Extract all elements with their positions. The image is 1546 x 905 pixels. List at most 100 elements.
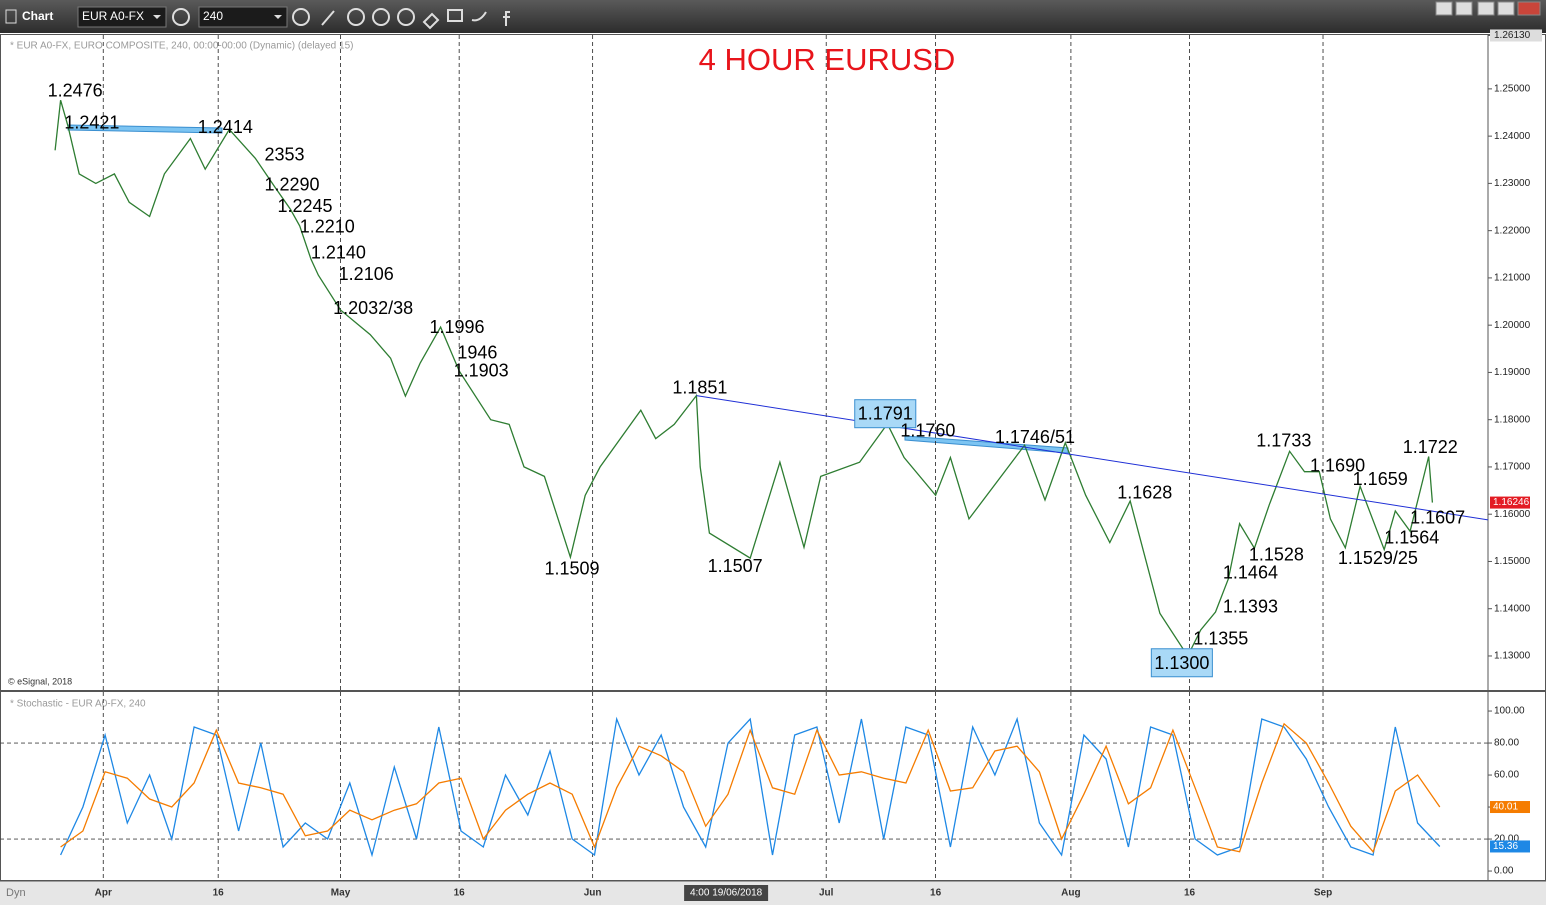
price-annotation: 1.1733 (1256, 431, 1311, 451)
price-annotation: 1.1355 (1193, 629, 1248, 649)
copy-button[interactable] (1455, 1, 1473, 16)
y-tick-label: 1.22000 (1494, 225, 1531, 236)
x-tick-label: May (331, 888, 351, 899)
y-tick-label: 100.00 (1494, 706, 1525, 717)
settings-icon[interactable] (172, 8, 190, 26)
chart-title: 4 HOUR EURUSD (699, 42, 956, 77)
price-annotation: 1.1791 (858, 404, 913, 424)
last-value-tag (1490, 801, 1530, 814)
crosshair-box (684, 885, 769, 901)
price-annotation: 1.1607 (1410, 508, 1465, 528)
y-tick-label: 1.13000 (1494, 651, 1531, 662)
price-header: * EUR A0-FX, EURO COMPOSITE, 240, 00:00-… (10, 41, 353, 52)
series-line (60, 716, 1441, 858)
y-tick-label: 1.24000 (1494, 131, 1531, 142)
price-annotation: 1.2106 (339, 264, 394, 284)
price-annotation: 1.2032/38 (333, 298, 413, 318)
interval[interactable]: 240 (203, 9, 223, 23)
x-tick-label: Jun (584, 888, 602, 899)
x-tick-label: Sep (1314, 888, 1332, 899)
price-annotation: 1.1393 (1223, 597, 1278, 617)
close-button[interactable] (1517, 1, 1541, 16)
chart-icon (5, 9, 17, 24)
price-annotation: 1.2245 (278, 196, 333, 216)
maximize-button[interactable] (1497, 1, 1515, 16)
price-annotation: 1.2414 (198, 117, 253, 137)
tool-icons[interactable] (321, 8, 510, 30)
stochastic-header: * Stochastic - EUR A0-FX, 240 (10, 699, 146, 710)
price-annotation: 1.1528 (1249, 545, 1304, 565)
x-tick-label: 16 (454, 888, 466, 899)
price-annotation: 1.1659 (1353, 469, 1408, 489)
twitter-icon[interactable] (471, 11, 487, 22)
y-tick-label: 1.17000 (1494, 462, 1531, 473)
y-tick-label: 1.19000 (1494, 367, 1531, 378)
price-annotation: 1.1851 (672, 378, 727, 398)
y-tick-label: 0.00 (1494, 866, 1514, 877)
symbol[interactable]: EUR A0-FX (82, 9, 144, 23)
y-tick-label: 80.00 (1494, 738, 1519, 749)
annotation-box (1150, 648, 1213, 678)
price-annotation: 1.2476 (48, 80, 103, 100)
play-icon[interactable] (372, 8, 390, 26)
price-annotation: 1.1529/25 (1338, 548, 1418, 568)
y-tick-label: 20.00 (1494, 834, 1519, 845)
y-tick-label: 1.15000 (1494, 556, 1531, 567)
draw-icon[interactable] (321, 10, 335, 26)
window-title: Chart (22, 9, 53, 23)
clock-icon[interactable] (292, 8, 310, 26)
facebook-icon[interactable] (503, 11, 510, 26)
y-tick-label: 1.20000 (1494, 320, 1531, 331)
y-tick-label: 1.25000 (1494, 84, 1531, 95)
last-value-tag (1490, 496, 1530, 509)
price-annotation: 1946 (457, 343, 497, 363)
window-buttons[interactable] (1435, 1, 1541, 16)
crosshair-label: 4:00 19/06/2018 (690, 888, 763, 899)
mode-label[interactable]: Dyn (6, 887, 26, 899)
y-tick-label: 1.18000 (1494, 414, 1531, 425)
price-annotation: 1.2140 (311, 243, 366, 263)
x-tick-label: Apr (95, 888, 112, 899)
x-tick-label: Aug (1061, 888, 1080, 899)
y-tick-label: 1.23000 (1494, 178, 1531, 189)
interval-box[interactable] (198, 6, 288, 28)
help-button[interactable] (1435, 1, 1453, 16)
y-tick-label: 1.21000 (1494, 273, 1531, 284)
y-tick-label: 60.00 (1494, 770, 1519, 781)
price-annotation: 1.1464 (1223, 562, 1278, 582)
y-tick-box (1490, 29, 1542, 42)
price-annotation: 1.1690 (1310, 456, 1365, 476)
price-annotation: 1.1628 (1117, 483, 1172, 503)
price-annotation: 1.1509 (544, 559, 599, 579)
series-line (54, 100, 1434, 658)
x-tick-label: Jul (819, 888, 834, 899)
price-annotation: 1.2210 (300, 217, 355, 237)
dropdown-arrow[interactable] (153, 15, 161, 19)
series-line (60, 722, 1441, 854)
price-annotation: 1.1300 (1154, 653, 1209, 673)
price-annotation: 1.2290 (265, 175, 320, 195)
dropdown-arrow[interactable] (274, 15, 282, 19)
y-tick-label: 1.26130 (1494, 30, 1531, 41)
alert-icon[interactable] (397, 8, 415, 26)
last-value-tag (1490, 840, 1530, 853)
price-annotation: 1.1564 (1384, 528, 1439, 548)
trendline (696, 395, 1489, 521)
x-tick-label: 16 (930, 888, 942, 899)
price-annotation: 1.1746/51 (995, 427, 1075, 447)
annotation-box (854, 399, 917, 429)
price-annotation: 2353 (265, 145, 305, 165)
price-annotation: 1.1722 (1403, 437, 1458, 457)
link-icon[interactable] (347, 8, 365, 26)
comment-icon[interactable] (447, 9, 463, 22)
tag-icon[interactable] (422, 12, 440, 30)
price-annotation: 1.1760 (900, 421, 955, 441)
price-annotation: 1.2421 (64, 113, 119, 133)
price-annotation: 1.1507 (708, 556, 763, 576)
symbol-box[interactable] (77, 6, 167, 28)
last-value-label: 1.16246 (1493, 497, 1530, 508)
highlight-band (904, 435, 1069, 454)
minimize-button[interactable] (1477, 1, 1495, 16)
